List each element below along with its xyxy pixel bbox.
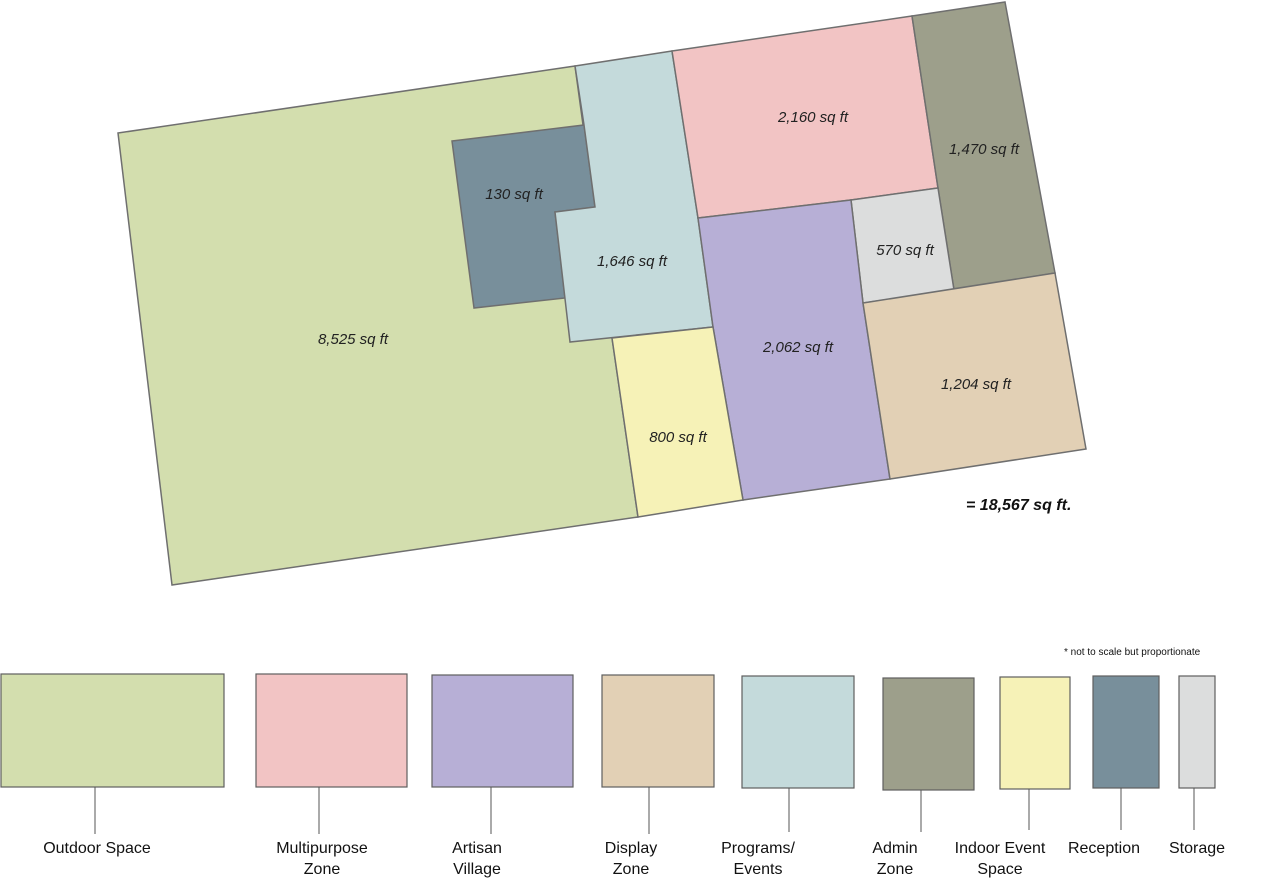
zone-indoor-event <box>611 326 744 518</box>
legend-label-line: Indoor Event <box>955 840 1046 857</box>
legend-label-line: Space <box>977 861 1022 878</box>
legend-label-line: Display <box>605 840 657 857</box>
legend-label-line: Events <box>734 861 783 878</box>
legend-swatch-outdoor-space <box>0 673 225 788</box>
legend-label-outdoor-space: Outdoor Space <box>43 840 151 857</box>
zone-outdoor-area-label: 8,525 sq ft <box>318 331 389 348</box>
legend-swatch-programs-events <box>741 675 855 789</box>
zone-admin-area-label: 1,470 sq ft <box>949 141 1020 158</box>
zone-artisan-area-label: 2,062 sq ft <box>762 339 834 356</box>
legend-label-line: Storage <box>1169 840 1225 857</box>
plan-zones <box>117 1 1087 586</box>
plan-area-labels: 8,525 sq ft 130 sq ft 1,646 sq ft 2,160 sq … <box>318 109 1020 446</box>
legend-swatch-artisan-village <box>431 674 574 788</box>
zone-reception-area-label: 130 sq ft <box>485 186 543 203</box>
legend-label-line: Village <box>453 861 501 878</box>
legend-label-display-zone: Display Zone <box>605 840 657 878</box>
legend-label-multipurpose-zone: Multipurpose Zone <box>276 840 368 878</box>
zone-indoor-event-area-label: 800 sq ft <box>649 429 707 446</box>
scale-note: * not to scale but proportionate <box>1064 647 1201 658</box>
legend-swatch-multipurpose-zone <box>255 673 408 788</box>
legend-label-line: Multipurpose <box>276 840 368 857</box>
legend-label-programs-events: Programs/Events <box>721 840 795 878</box>
legend-label-admin-zone: Admin Zone <box>872 840 917 878</box>
legend-label-artisan-village: Artisan Village <box>452 840 502 878</box>
legend-swatch-indoor-event-space <box>999 676 1071 790</box>
legend-swatch-reception <box>1092 675 1160 789</box>
legend: Outdoor Space Multipurpose Zone Artisan Vill… <box>0 673 1225 878</box>
legend-label-line: Admin <box>872 840 917 857</box>
total-area-label: = 18,567 sq ft. <box>966 497 1071 514</box>
legend-label-line: Zone <box>613 861 650 878</box>
legend-label-indoor-event-space: Indoor Event Space <box>955 840 1046 878</box>
legend-label-line: Artisan <box>452 840 502 857</box>
legend-swatch-storage <box>1178 675 1216 789</box>
legend-label-line: Outdoor Space <box>43 840 151 857</box>
zone-display <box>862 272 1087 480</box>
legend-label-storage: Storage <box>1169 840 1225 857</box>
legend-swatch-display-zone <box>601 674 715 788</box>
zone-storage-area-label: 570 sq ft <box>876 242 934 259</box>
legend-label-line: Zone <box>304 861 341 878</box>
zone-display-area-label: 1,204 sq ft <box>941 376 1012 393</box>
legend-label-reception: Reception <box>1068 840 1140 857</box>
legend-label-line: Zone <box>877 861 914 878</box>
legend-label-line: Reception <box>1068 840 1140 857</box>
legend-label-line: Programs/ <box>721 840 795 857</box>
zone-programs-area-label: 1,646 sq ft <box>597 253 668 270</box>
zone-multipurpose-area-label: 2,160 sq ft <box>777 109 849 126</box>
legend-swatch-admin-zone <box>882 677 975 791</box>
